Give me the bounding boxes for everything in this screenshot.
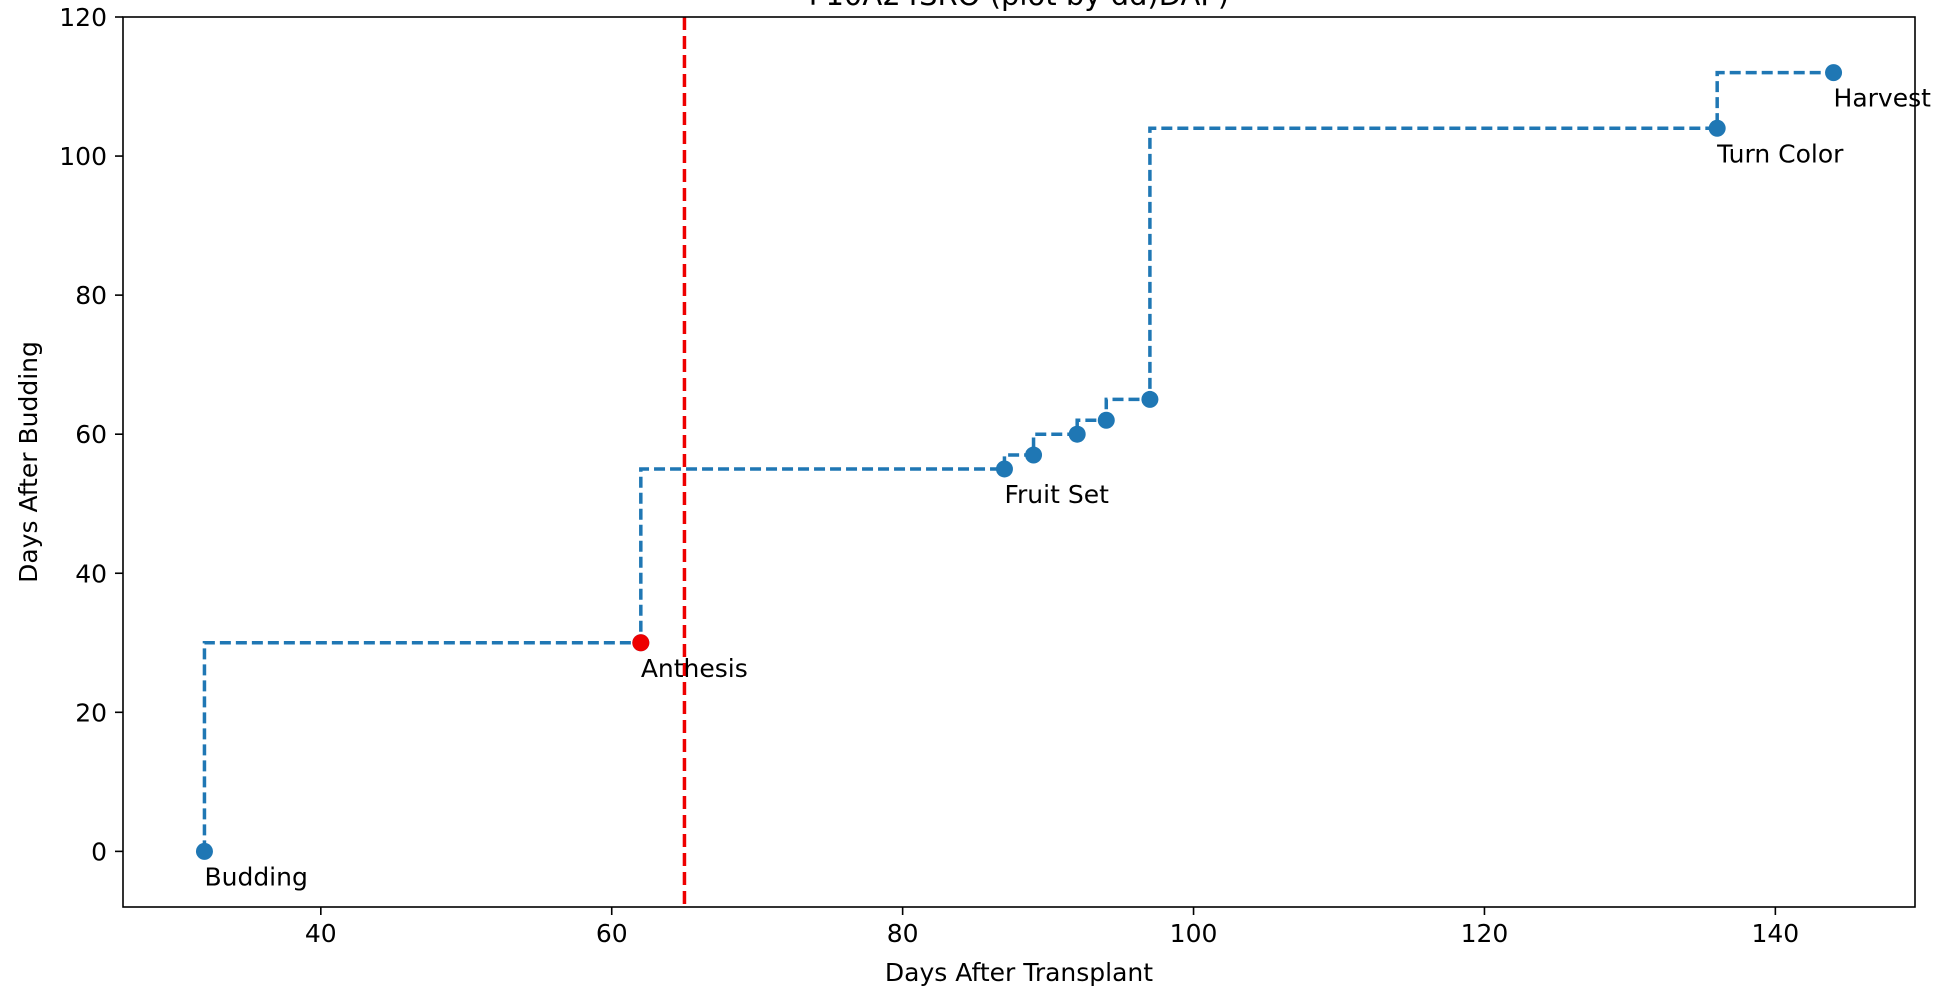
series-line	[202, 70, 1834, 852]
y-tick-label: 20	[75, 698, 107, 727]
y-axis-label: Days After Budding	[14, 341, 43, 583]
annotation-label: Anthesis	[641, 654, 748, 683]
x-tick-label: 120	[1461, 919, 1509, 948]
annotations: Budding Anthesis Fruit Set Turn Color Harves…	[204, 84, 1931, 892]
data-point	[195, 842, 213, 860]
data-point	[1825, 64, 1843, 82]
annotation-label: Fruit Set	[1004, 480, 1109, 509]
plot-layer	[195, 17, 1843, 907]
x-tick-label: 80	[887, 919, 919, 948]
x-tick-label: 140	[1752, 919, 1800, 948]
annotation-label: Turn Color	[1716, 139, 1844, 168]
annotation-label: Budding	[204, 862, 307, 891]
data-point	[1097, 411, 1115, 429]
y-tick-label: 60	[75, 420, 107, 449]
y-tick-label: 120	[59, 3, 107, 32]
annotation-label: Harvest	[1834, 84, 1932, 113]
y-tick-label: 0	[91, 837, 107, 866]
x-tick-label: 40	[305, 919, 337, 948]
data-point	[1068, 425, 1086, 443]
data-point	[1708, 119, 1726, 137]
x-tick-label: 60	[596, 919, 628, 948]
data-point	[1025, 446, 1043, 464]
y-tick-label: 40	[75, 559, 107, 588]
data-point	[1141, 390, 1159, 408]
x-tick-label: 100	[1170, 919, 1218, 948]
x-axis-label: Days After Transplant	[885, 958, 1153, 987]
data-point	[995, 460, 1013, 478]
highlight-point	[632, 634, 650, 652]
y-tick-label: 100	[59, 142, 107, 171]
y-tick-label: 80	[75, 281, 107, 310]
chart-title: F10A24SRO (plot by dd)DAP)	[809, 0, 1229, 12]
y-axis-ticks: 0 20 40 60 80 100 120	[59, 3, 123, 866]
plot-frame	[122, 16, 1916, 908]
x-axis-ticks: 40 60 80 100 120 140	[305, 907, 1799, 948]
